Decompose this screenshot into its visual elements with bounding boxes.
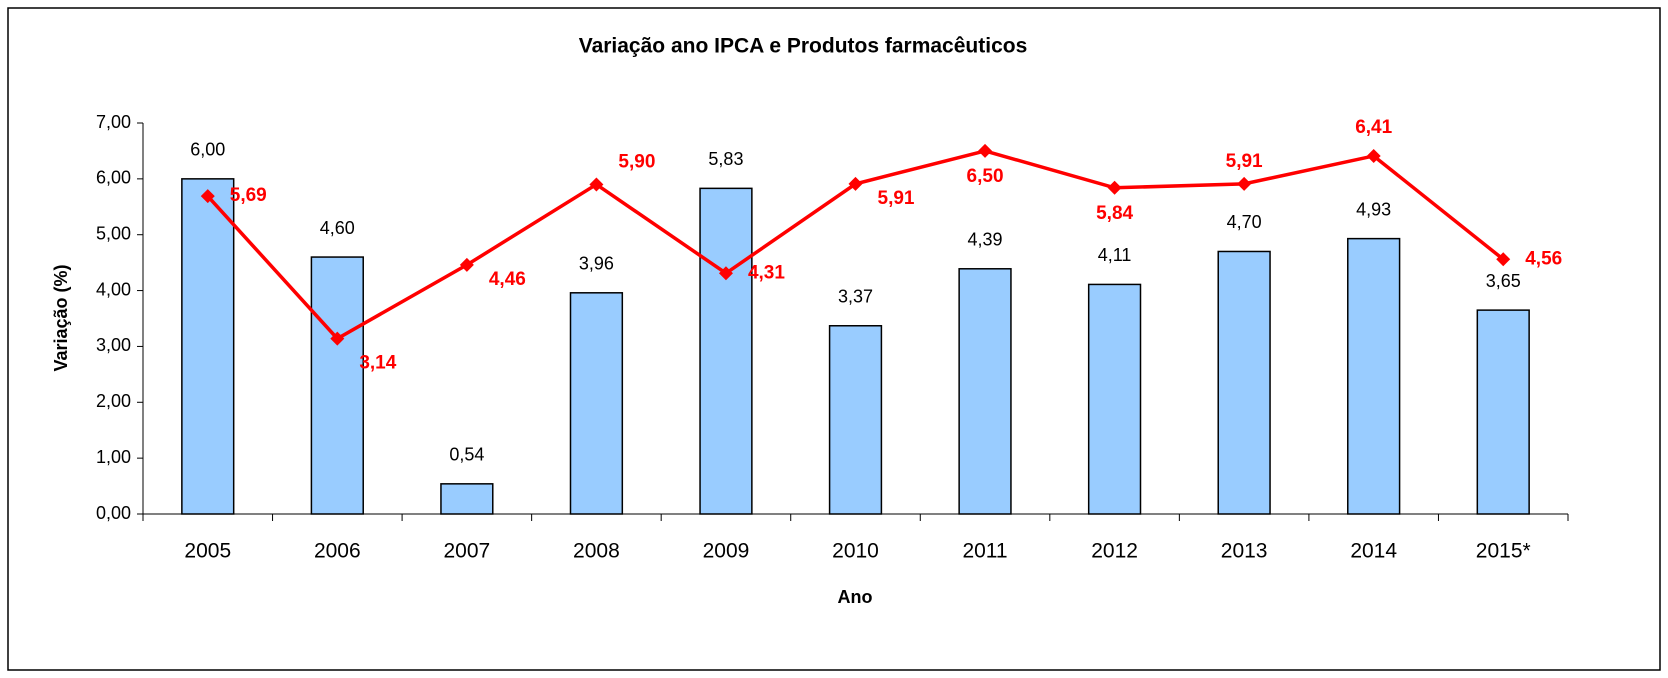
bar bbox=[310, 256, 364, 515]
bar bbox=[1217, 250, 1271, 515]
y-tick-label: 3,00 bbox=[96, 335, 131, 355]
x-tick-label: 2008 bbox=[573, 540, 620, 563]
bar bbox=[958, 268, 1012, 515]
x-tick-label: 2012 bbox=[1091, 540, 1138, 563]
line-value-label: 6,50 bbox=[967, 166, 1004, 187]
line-marker bbox=[1107, 180, 1122, 195]
line-marker bbox=[1237, 176, 1252, 191]
y-axis-title: Variação (%) bbox=[51, 264, 71, 371]
y-tick-label: 7,00 bbox=[96, 112, 131, 132]
line-marker bbox=[718, 266, 733, 281]
x-tick-label: 2013 bbox=[1221, 540, 1268, 563]
bar-value-label: 4,39 bbox=[968, 230, 1003, 250]
x-tick-label: 2015* bbox=[1476, 540, 1531, 563]
x-tick-label: 2007 bbox=[444, 540, 491, 563]
chart-title: Variação ano IPCA e Produtos farmacêutic… bbox=[579, 35, 1028, 58]
line-marker bbox=[200, 189, 215, 204]
bar-value-label: 6,00 bbox=[190, 140, 225, 160]
bar-value-label: 4,60 bbox=[320, 218, 355, 238]
x-tick-label: 2009 bbox=[703, 540, 750, 563]
line-value-label: 5,84 bbox=[1096, 203, 1133, 224]
line-marker bbox=[848, 176, 863, 191]
bar-value-label: 4,93 bbox=[1356, 199, 1391, 219]
line-value-label: 5,90 bbox=[618, 151, 655, 172]
line-value-label: 4,46 bbox=[489, 269, 526, 290]
bar bbox=[1087, 283, 1142, 515]
y-tick-label: 6,00 bbox=[96, 168, 131, 188]
bar-value-label: 4,11 bbox=[1098, 245, 1132, 265]
x-tick-label: 2014 bbox=[1350, 540, 1397, 563]
line-marker bbox=[589, 177, 604, 192]
x-axis-title: Ano bbox=[838, 587, 873, 607]
line-value-label: 4,56 bbox=[1525, 248, 1562, 269]
x-tick-label: 2011 bbox=[962, 540, 1007, 563]
bar-value-label: 0,54 bbox=[449, 445, 484, 465]
line-value-label: 6,41 bbox=[1355, 117, 1392, 138]
bar-value-label: 5,83 bbox=[708, 149, 743, 169]
y-tick-label: 4,00 bbox=[96, 279, 131, 299]
line-value-label: 5,69 bbox=[230, 185, 267, 206]
bar bbox=[1476, 309, 1530, 515]
bar-value-label: 3,96 bbox=[579, 254, 614, 274]
x-tick-label: 2006 bbox=[314, 540, 361, 563]
line-marker bbox=[330, 331, 345, 346]
bar bbox=[569, 292, 624, 515]
line-marker bbox=[1366, 148, 1381, 163]
bar bbox=[828, 325, 883, 515]
line-value-label: 5,91 bbox=[878, 188, 915, 209]
bar bbox=[699, 187, 753, 515]
line-marker bbox=[978, 143, 993, 158]
bar bbox=[1347, 237, 1401, 515]
y-tick-label: 1,00 bbox=[96, 447, 131, 467]
x-tick-label: 2005 bbox=[184, 540, 231, 563]
line-value-label: 3,14 bbox=[359, 353, 396, 374]
y-tick-label: 0,00 bbox=[96, 503, 131, 523]
line-value-label: 4,31 bbox=[748, 262, 785, 283]
bar bbox=[440, 483, 494, 515]
line-value-label: 5,91 bbox=[1226, 151, 1263, 172]
bar-value-label: 3,65 bbox=[1486, 271, 1521, 291]
line-marker bbox=[459, 257, 474, 272]
y-tick-label: 2,00 bbox=[96, 391, 131, 411]
y-tick-label: 5,00 bbox=[96, 223, 131, 243]
bar bbox=[181, 178, 235, 515]
line-marker bbox=[1496, 252, 1511, 267]
bar-value-label: 4,70 bbox=[1227, 212, 1262, 232]
x-tick-label: 2010 bbox=[832, 540, 879, 563]
bar-value-label: 3,37 bbox=[838, 287, 873, 307]
